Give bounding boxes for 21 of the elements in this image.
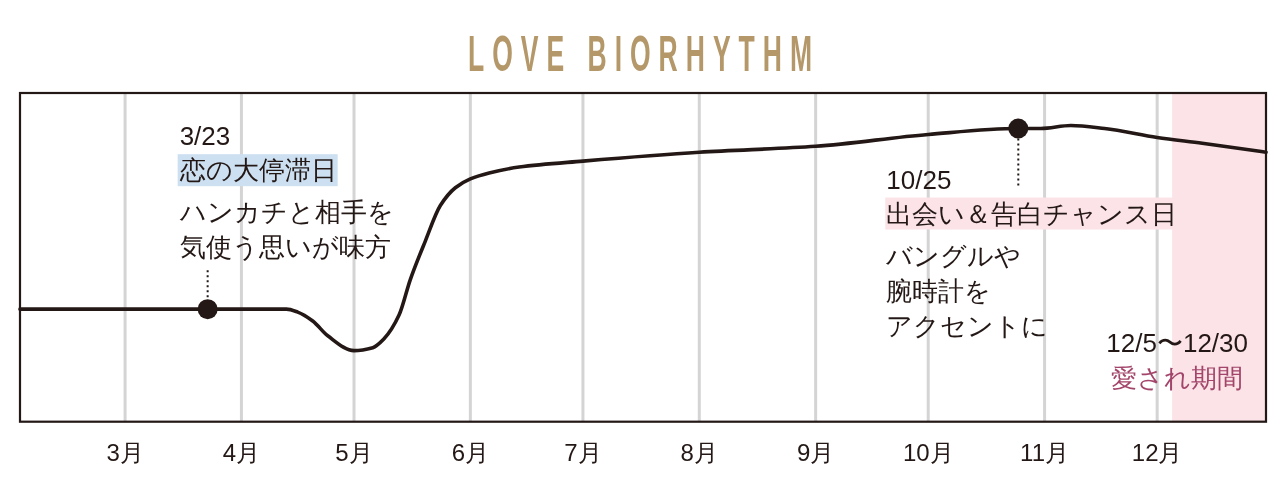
x-tick-label: 7月: [564, 439, 602, 466]
x-tick-label: 9月: [796, 439, 835, 466]
x-tick-label: 8月: [680, 439, 718, 466]
x-tick-label: 12月: [1131, 439, 1183, 466]
annotation: 出会い＆告白チャンス日: [886, 198, 1178, 229]
x-tick-label: 3月: [106, 439, 144, 466]
x-tick-label: 5月: [335, 439, 373, 466]
annotation: 10/25: [886, 164, 952, 195]
annotation: 恋の大停滞日: [178, 155, 337, 186]
x-tick-label: 6月: [451, 439, 490, 466]
x-tick-label: 11月: [1020, 439, 1070, 466]
annotation: バングルや: [885, 240, 1022, 271]
annotation: 腕時計を: [886, 275, 992, 306]
annotation: ハンカチと相手を: [178, 197, 394, 228]
x-tick-label: 4月: [222, 439, 261, 466]
annotation: アクセントに: [886, 310, 1049, 341]
annotation: 3/23: [179, 121, 231, 152]
annotation: 気使う思いが味方: [179, 232, 391, 263]
band-label: 12/5〜12/30 愛され期間: [1106, 327, 1249, 393]
x-tick-label: 10月: [902, 439, 954, 466]
chart-title: LOVE BIORHYTHM: [468, 26, 820, 81]
